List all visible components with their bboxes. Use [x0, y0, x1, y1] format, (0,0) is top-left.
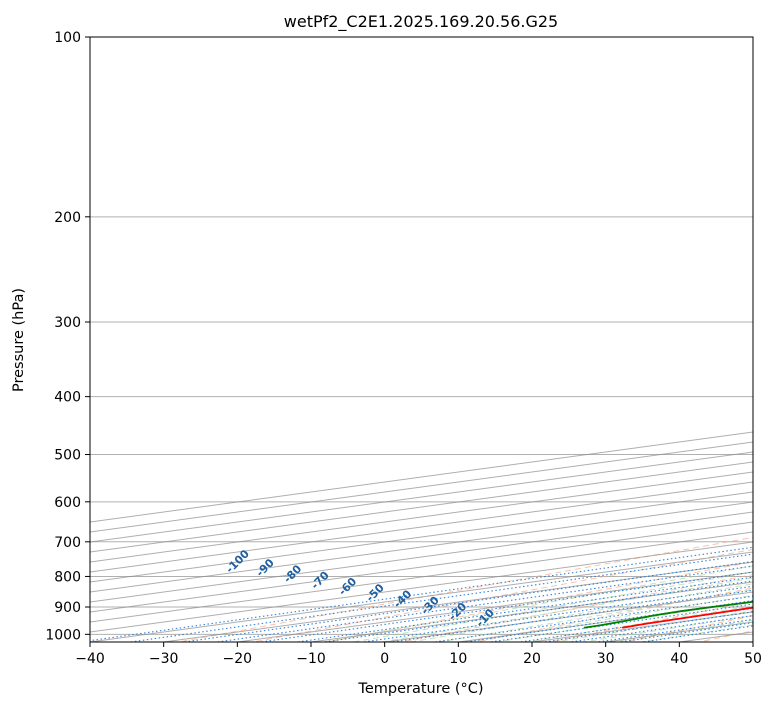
y-tick-label: 400 — [54, 390, 81, 406]
y-tick-label: 300 — [54, 315, 81, 331]
y-tick-label: 900 — [54, 600, 81, 616]
x-tick-label: −20 — [223, 651, 253, 667]
plot-area — [90, 37, 753, 642]
y-tick-label: 800 — [54, 569, 81, 585]
isotherm-line — [90, 481, 753, 573]
y-tick-label: 600 — [54, 495, 81, 511]
x-tick-label: 40 — [670, 651, 688, 667]
moist-adiabat-line — [407, 583, 753, 642]
x-axis-title: Temperature (°C) — [357, 681, 483, 697]
x-tick-label: 50 — [744, 651, 762, 667]
dry-adiabat-line — [250, 548, 753, 642]
mixing-ratio-line — [388, 589, 753, 642]
moist-adiabat-line — [320, 565, 753, 642]
chart-title: wetPf2_C2E1.2025.169.20.56.G25 — [284, 12, 558, 32]
x-tick-label: 30 — [597, 651, 615, 667]
plot-frame — [89, 36, 754, 643]
x-tick-label: −30 — [149, 651, 179, 667]
y-tick-label: 100 — [54, 30, 81, 46]
isotherms — [90, 431, 753, 642]
dry-adiabat-line — [399, 574, 753, 642]
y-tick-label: 500 — [54, 448, 81, 464]
moist-adiabat-line — [378, 577, 753, 642]
isotherm-line — [90, 491, 753, 583]
dry-adiabat-line — [176, 536, 753, 642]
x-tick-label: 20 — [523, 651, 541, 667]
isotherm-line — [90, 471, 753, 563]
x-tick-label: −10 — [296, 651, 326, 667]
mixing-ratio-line — [90, 546, 753, 642]
y-tick-label: 200 — [54, 210, 81, 226]
y-axis-title: Pressure (hPa) — [11, 288, 27, 392]
axes: −40 −30 −20 −10 0 10 20 30 40 50 100 200 300 400 500 60… — [45, 30, 762, 667]
x-tick-label: 10 — [449, 651, 467, 667]
x-tick-label: 0 — [380, 651, 389, 667]
isotherm-line — [90, 541, 753, 633]
y-tick-label: 700 — [54, 535, 81, 551]
isotherm-line — [90, 531, 753, 623]
isotherm-line — [90, 511, 753, 603]
x-tick-label: −40 — [75, 651, 105, 667]
mixing-ratio-line — [430, 595, 753, 642]
mixing-ratio-line — [486, 603, 753, 642]
moist-adiabat-line — [464, 594, 753, 642]
isotherm-line — [90, 521, 753, 613]
moist-adiabats — [320, 565, 753, 642]
isotherm-line — [90, 501, 753, 593]
mixing-ratio-line — [461, 600, 753, 642]
mixing-ratio-lines — [90, 546, 753, 642]
isotherm-line — [90, 461, 753, 553]
y-tick-label: 1000 — [45, 627, 81, 643]
